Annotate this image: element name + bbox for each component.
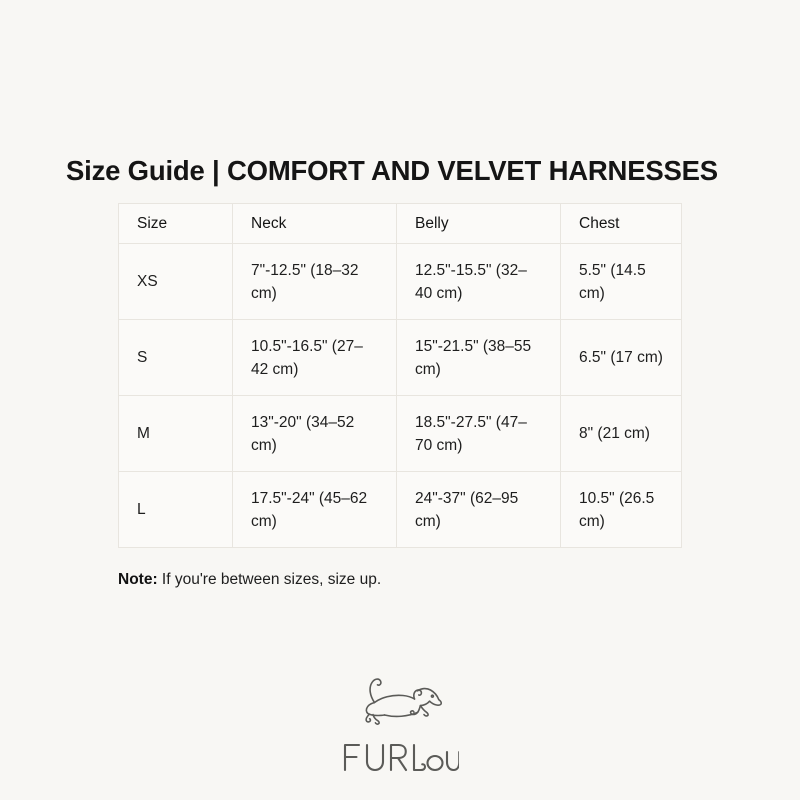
size-guide-table: Size Neck Belly Chest XS 7"-12.5" (18–32… [118, 203, 682, 548]
cell-chest: 8" (21 cm) [560, 395, 682, 472]
table-row: L 17.5"-24" (45–62 cm) 24"-37" (62–95 cm… [118, 471, 682, 548]
table-header-row: Size Neck Belly Chest [118, 203, 682, 244]
size-note-label: Note: [118, 571, 158, 588]
size-note: Note: If you're between sizes, size up. [118, 568, 381, 592]
table-header: Size Neck Belly Chest [118, 203, 682, 244]
column-header-belly: Belly [396, 203, 561, 244]
cell-size: S [118, 319, 233, 396]
brand-logo: FURLOU [0, 672, 800, 775]
cell-size: M [118, 395, 233, 472]
page-title: Size Guide | COMFORT AND VELVET HARNESSE… [66, 154, 718, 188]
cell-neck: 13"-20" (34–52 cm) [232, 395, 397, 472]
table-body: XS 7"-12.5" (18–32 cm) 12.5"-15.5" (32–4… [118, 243, 682, 548]
column-header-neck: Neck [232, 203, 397, 244]
cell-chest: 5.5" (14.5 cm) [560, 243, 682, 320]
cell-neck: 17.5"-24" (45–62 cm) [232, 471, 397, 548]
column-header-chest: Chest [560, 203, 682, 244]
brand-wordmark: FURLOU [341, 739, 459, 775]
cell-neck: 10.5"-16.5" (27–42 cm) [232, 319, 397, 396]
cell-belly: 18.5"-27.5" (47–70 cm) [396, 395, 561, 472]
cell-neck: 7"-12.5" (18–32 cm) [232, 243, 397, 320]
size-note-text: If you're between sizes, size up. [161, 571, 382, 588]
page-title-text: Size Guide | COMFORT AND VELVET HARNESSE… [66, 155, 718, 186]
cell-chest: 10.5" (26.5 cm) [560, 471, 682, 548]
cell-belly: 12.5"-15.5" (32–40 cm) [396, 243, 561, 320]
leaping-dachshund-icon [348, 672, 452, 733]
cell-size: XS [118, 243, 233, 320]
table-row: XS 7"-12.5" (18–32 cm) 12.5"-15.5" (32–4… [118, 243, 682, 320]
cell-belly: 15"-21.5" (38–55 cm) [396, 319, 561, 396]
cell-chest: 6.5" (17 cm) [560, 319, 682, 396]
cell-belly: 24"-37" (62–95 cm) [396, 471, 561, 548]
table-row: S 10.5"-16.5" (27–42 cm) 15"-21.5" (38–5… [118, 319, 682, 396]
cell-size: L [118, 471, 233, 548]
column-header-size: Size [118, 203, 233, 244]
table-row: M 13"-20" (34–52 cm) 18.5"-27.5" (47–70 … [118, 395, 682, 472]
